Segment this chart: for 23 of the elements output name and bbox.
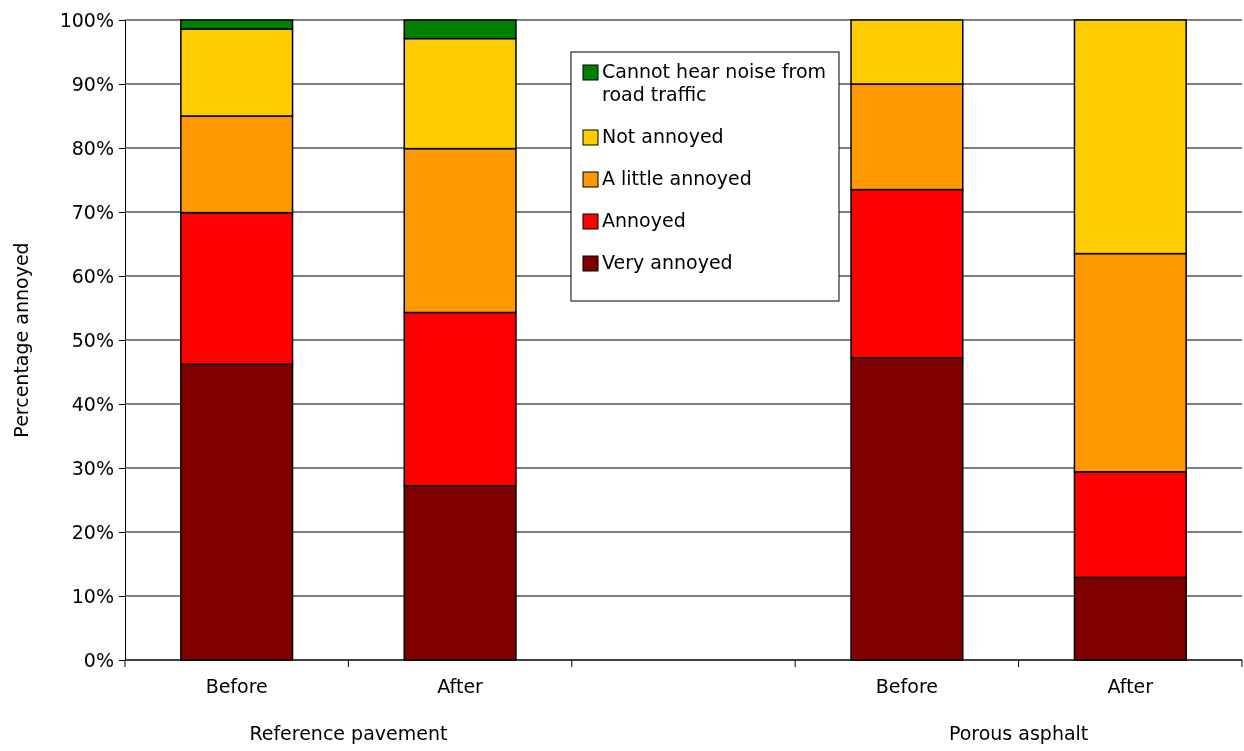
text: Reference pavement: [249, 722, 448, 744]
y-tick-label: 90%: [71, 72, 114, 95]
legend-label: Annoyed: [602, 209, 686, 231]
y-tick-label: 70%: [71, 200, 114, 223]
x-tick-label: After: [1107, 675, 1154, 698]
y-axis-title: Percentage annoyed: [10, 242, 32, 438]
legend-label: Very annoyed: [602, 251, 733, 273]
legend-label: Not annoyed: [602, 125, 724, 147]
y-tick-label: 60%: [71, 264, 114, 287]
y-tick-label: 0%: [83, 648, 114, 671]
x-tick-label: After: [437, 675, 484, 698]
y-tick-label: 30%: [71, 456, 114, 479]
x-tick-label: Before: [875, 675, 938, 698]
y-tick-label: 50%: [71, 328, 114, 351]
y-tick-label: 40%: [71, 392, 114, 415]
y-tick-label: 10%: [71, 584, 114, 607]
y-tick-label: 100%: [59, 8, 114, 31]
y-tick-label: 80%: [71, 136, 114, 159]
x-tick-label: Before: [205, 675, 268, 698]
legend-label: A little annoyed: [602, 167, 752, 189]
text: Porous asphalt: [948, 722, 1089, 744]
legend-label: Cannot hear noise from road traffic: [602, 60, 827, 105]
y-tick-label: 20%: [71, 520, 114, 543]
